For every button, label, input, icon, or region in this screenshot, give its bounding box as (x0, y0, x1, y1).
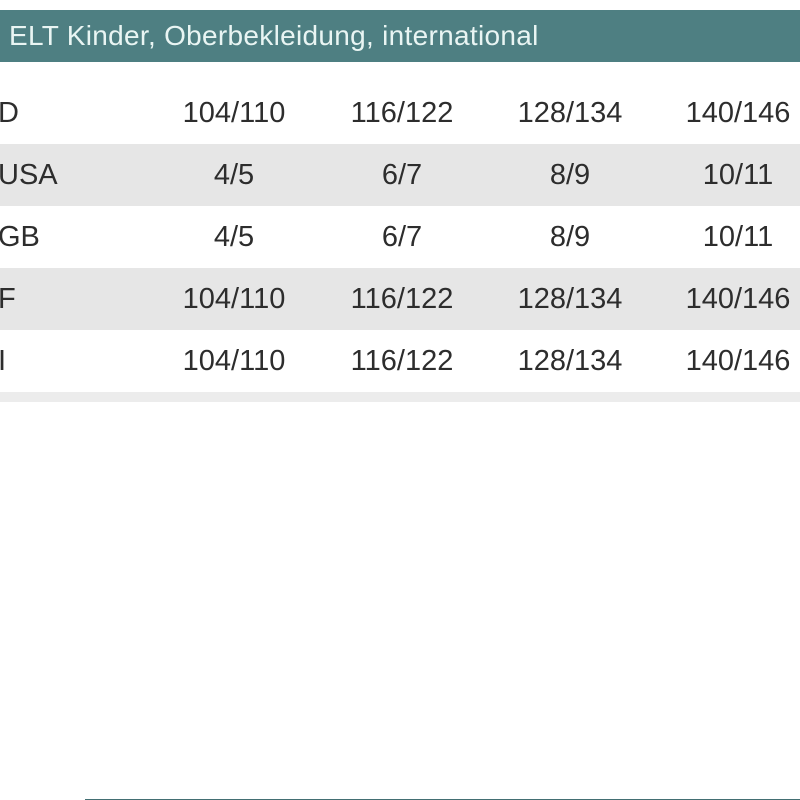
size-cell: 116/122 (350, 282, 454, 315)
row-label: D (0, 96, 19, 129)
size-chart-page: ELT Kinder, Oberbekleidung, internationa… (0, 10, 800, 800)
size-cell: 128/134 (517, 96, 623, 129)
table-row-gb: GB 4/5 6/7 8/9 10/11 (0, 206, 800, 268)
row-label: GB (0, 220, 40, 253)
table-row-f: F 104/110 116/122 128/134 140/146 (0, 268, 800, 330)
size-cell: 6/7 (381, 158, 423, 191)
size-cell: 8/9 (549, 220, 591, 253)
table-title-bar: ELT Kinder, Oberbekleidung, internationa… (0, 10, 800, 62)
size-cell: 116/122 (350, 96, 454, 129)
size-cell: 140/146 (685, 282, 791, 315)
size-cell: 104/110 (182, 96, 286, 129)
size-cell: 128/134 (517, 344, 623, 377)
row-label: F (0, 282, 16, 315)
size-cell: 140/146 (685, 96, 791, 129)
row-label: USA (0, 158, 58, 191)
table-row-d: D 104/110 116/122 128/134 140/146 (0, 82, 800, 144)
size-cell: 116/122 (350, 344, 454, 377)
table-row-i: I 104/110 116/122 128/134 140/146 (0, 330, 800, 392)
size-cell: 128/134 (517, 282, 623, 315)
size-cell: 6/7 (381, 220, 423, 253)
size-cell: 140/146 (685, 344, 791, 377)
table-title: ELT Kinder, Oberbekleidung, internationa… (9, 20, 539, 51)
size-cell: 4/5 (213, 220, 255, 253)
size-cell: 8/9 (549, 158, 591, 191)
size-cell: 104/110 (182, 282, 286, 315)
table-row-usa: USA 4/5 6/7 8/9 10/11 (0, 144, 800, 206)
size-cell: 104/110 (182, 344, 286, 377)
row-label: I (0, 344, 7, 377)
table-bottom-divider (0, 392, 800, 402)
size-conversion-table: D 104/110 116/122 128/134 140/146 USA 4/… (0, 82, 800, 392)
size-cell: 10/11 (702, 158, 774, 191)
size-cell: 4/5 (213, 158, 255, 191)
size-cell: 10/11 (702, 220, 774, 253)
